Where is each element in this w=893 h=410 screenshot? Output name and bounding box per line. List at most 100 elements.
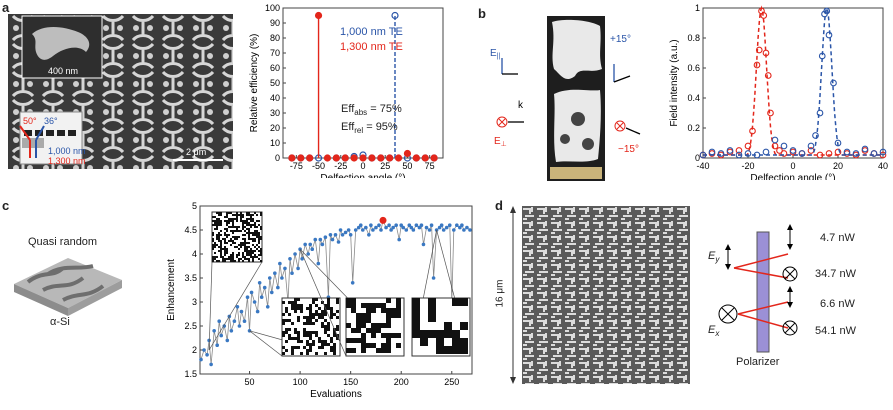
legend-1300nm: 1,300 nm TE (340, 41, 403, 53)
inset-pixel (250, 252, 252, 254)
data-point (834, 139, 842, 147)
inset-pixel (327, 334, 330, 337)
inset-pixel (232, 256, 234, 258)
data-point (336, 240, 341, 244)
inset-pixel (244, 256, 246, 258)
inset-pixel (240, 246, 242, 248)
inset-pixel (218, 234, 220, 236)
inset-pixel (212, 246, 214, 248)
data-point (353, 228, 358, 232)
y-tick-label: 1 (695, 3, 700, 13)
size-label: 16 μm (494, 279, 506, 308)
inset-pixel (212, 224, 214, 226)
x-tick-label: 100 (293, 377, 308, 387)
inset-pixel (336, 316, 339, 319)
inset-pixel (238, 226, 240, 228)
y-tick-label: 100 (265, 3, 280, 13)
inset-pixel (324, 340, 327, 343)
angle-50: 50° (23, 116, 37, 126)
inset-pixel (250, 218, 252, 220)
inset-pixel (252, 238, 254, 240)
inset-pixel (297, 337, 300, 340)
inset-pixel (324, 328, 327, 331)
inset-pixel (226, 236, 228, 238)
inset-pixel (282, 346, 285, 349)
inset-pixel (216, 234, 218, 236)
inset-pixel (412, 322, 420, 330)
inset-pixel (294, 337, 297, 340)
y-tick-label: 80 (270, 33, 280, 43)
inset-pixel (214, 246, 216, 248)
inset-pixel (356, 323, 361, 328)
sem-image-a: 400 nm 50° 36° 1,000 nm 1,300 nm 2 μm (8, 14, 233, 169)
data-point (267, 276, 272, 280)
inset-pixel (240, 244, 242, 246)
inset-pixel (250, 220, 252, 222)
inset-pixel (224, 216, 226, 218)
inset-pixel (236, 216, 238, 218)
polarizer-label: Polarizer (736, 356, 780, 368)
inset-pixel (452, 298, 460, 306)
inset-pixel (412, 298, 420, 306)
data-point (314, 11, 323, 20)
inset-pixel (300, 304, 303, 307)
y-axis-label: Field intensity (a.u.) (669, 39, 680, 126)
data-point (359, 154, 367, 162)
inset-pixel (386, 338, 391, 343)
inset-pixel (460, 298, 468, 306)
data-point (807, 142, 815, 150)
inset-pixel (260, 212, 262, 214)
inset-pixel (232, 222, 234, 224)
inset-pixel (226, 216, 228, 218)
inset-pixel (386, 323, 391, 328)
inset-pixel (226, 242, 228, 244)
inset-pixel (252, 234, 254, 236)
data-point (421, 154, 429, 162)
inset-pixel (336, 337, 339, 340)
data-point (242, 319, 247, 323)
inset-pixel (351, 308, 356, 313)
data-point (290, 271, 294, 275)
inset-pixel (391, 313, 396, 318)
data-point (346, 228, 351, 232)
power-2: 34.7 nW (815, 268, 856, 280)
inset-pixel (366, 313, 371, 318)
inset-pixel (333, 352, 336, 355)
data-point (374, 225, 378, 230)
inset-pixel (260, 250, 262, 252)
inset-pixel (366, 343, 371, 348)
inset-pixel (240, 212, 242, 214)
inset-pixel (428, 330, 436, 338)
inset-pixel (244, 258, 246, 260)
inset-pixel (256, 244, 258, 246)
data-point (340, 233, 345, 237)
data-point (288, 257, 292, 261)
inset-pixel (230, 254, 232, 256)
inset-pixel (236, 226, 238, 228)
inset-pixel (381, 343, 386, 348)
inset-pixel (232, 232, 234, 234)
inset-pixel (386, 318, 391, 323)
data-point (861, 145, 869, 153)
inset-pixel (333, 343, 336, 346)
data-point (293, 252, 297, 256)
inset-pixel (234, 226, 236, 228)
y-tick-label: 70 (270, 48, 280, 58)
data-point (265, 305, 270, 309)
inset-pixel (254, 256, 256, 258)
inset-pixel (212, 248, 214, 250)
inset-pixel (220, 246, 222, 248)
inset-pixel (412, 306, 420, 314)
inset-pixel (258, 258, 260, 260)
data-point (278, 261, 282, 266)
inset-pixel (250, 238, 252, 240)
inset-pixel (256, 230, 258, 232)
inset-pixel (386, 308, 391, 313)
inset-pixel (244, 226, 246, 228)
inset-pixel (428, 314, 436, 322)
ex-label: Ex (708, 324, 720, 339)
data-point (310, 247, 315, 251)
inset-pixel (436, 338, 444, 346)
inset-pixel (220, 240, 222, 242)
polarizer-diagram (718, 224, 798, 353)
